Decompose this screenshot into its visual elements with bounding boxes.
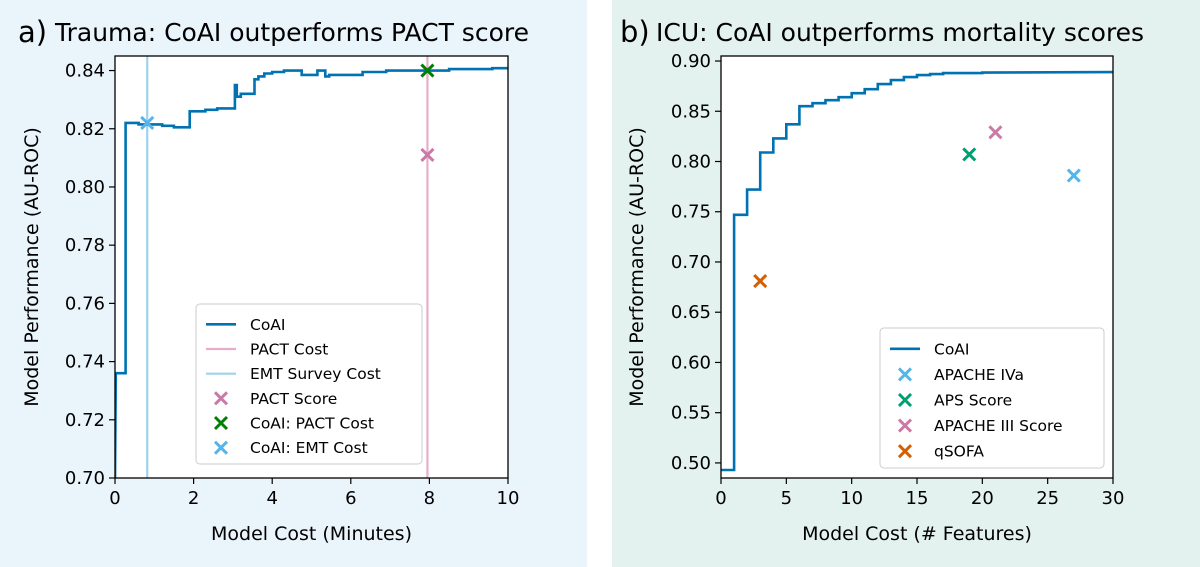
x-tick-label: 8 xyxy=(424,488,435,509)
chart-title: ICU: CoAI outperforms mortality scores xyxy=(656,18,1144,47)
legend-swatch-pact-score xyxy=(213,391,229,406)
legend: CoAI APACHE IVa APS Score APACHE III Score q… xyxy=(879,327,1105,469)
legend-swatch-apache-iva xyxy=(897,367,913,382)
legend-entry-label: qSOFA xyxy=(934,443,984,461)
y-tick-label: 0.72 xyxy=(65,410,105,431)
legend-swatch-apache-iii-score xyxy=(897,418,913,433)
x-tick-label: 15 xyxy=(906,488,929,509)
panel-letter: a) xyxy=(18,15,47,49)
y-axis-label: Model Performance (AU-ROC) xyxy=(626,127,648,407)
apache-iii-score-marker xyxy=(988,125,1003,140)
legend-entry-label: CoAI: EMT Cost xyxy=(250,439,368,457)
legend-entry-label: APACHE III Score xyxy=(934,417,1063,435)
coai-pact-cost-marker xyxy=(420,63,435,78)
y-tick-label: 0.76 xyxy=(65,293,105,314)
y-tick-label: 0.70 xyxy=(65,468,105,489)
coai-step-line xyxy=(115,66,508,478)
x-tick-label: 0 xyxy=(715,488,726,509)
legend-swatch-coai-emt-cost xyxy=(213,440,229,455)
coai-step-line xyxy=(721,70,1113,472)
axes-frame xyxy=(114,55,509,479)
legend: CoAI PACT Cost EMT Survey Cost PACT Score Co… xyxy=(195,303,423,465)
chart-panel-b: b) ICU: CoAI outperforms mortality scores… xyxy=(620,15,1144,545)
y-tick-label: 0.80 xyxy=(65,177,105,198)
legend-swatch-coai-pact-cost xyxy=(213,415,229,431)
chart-title: Trauma: CoAI outperforms PACT score xyxy=(54,18,529,47)
pact-score-marker xyxy=(420,147,435,163)
x-tick-label: 2 xyxy=(188,488,199,509)
y-tick-label: 0.74 xyxy=(65,352,105,373)
legend-entry-label: CoAI xyxy=(250,316,285,334)
coai-emt-cost-marker xyxy=(140,115,155,130)
chart-panel-a: a) Trauma: CoAI outperforms PACT score 0 2 4… xyxy=(18,15,529,545)
qsofa-marker xyxy=(753,274,768,289)
panel-letter: b) xyxy=(620,15,650,49)
legend-entry-label: EMT Survey Cost xyxy=(250,365,381,383)
y-axis-label: Model Performance (AU-ROC) xyxy=(21,127,43,407)
series-layer xyxy=(115,56,508,478)
series-layer xyxy=(721,70,1113,472)
legend-entry-label: APS Score xyxy=(934,392,1012,410)
y-tick-label: 0.85 xyxy=(671,101,711,122)
legend-box xyxy=(879,327,1105,469)
y-tick-label: 0.65 xyxy=(671,302,711,323)
legend-entry-label: PACT Score xyxy=(250,390,337,408)
y-tick-label: 0.70 xyxy=(671,252,711,273)
y-tick-label: 0.90 xyxy=(671,51,711,72)
y-tick-label: 0.82 xyxy=(65,119,105,140)
x-axis-label: Model Cost (Minutes) xyxy=(211,523,412,545)
legend-entry-label: PACT Cost xyxy=(250,341,328,359)
y-tick-label: 0.60 xyxy=(671,352,711,373)
x-axis-label: Model Cost (# Features) xyxy=(802,523,1032,545)
x-tick-label: 30 xyxy=(1102,488,1125,509)
x-tick-label: 4 xyxy=(266,488,277,509)
x-tick-label: 6 xyxy=(345,488,356,509)
legend-swatch-aps-score xyxy=(897,392,913,408)
y-tick-label: 0.80 xyxy=(671,152,711,173)
y-tick-label: 0.50 xyxy=(671,453,711,474)
apache-iva-marker xyxy=(1066,168,1081,183)
legend-entry-label: CoAI xyxy=(934,340,969,358)
legend-entry-label: APACHE IVa xyxy=(934,366,1024,384)
y-tick-label: 0.55 xyxy=(671,403,711,424)
y-tick-label: 0.75 xyxy=(671,202,711,223)
x-tick-label: 20 xyxy=(971,488,994,509)
y-tick-label: 0.84 xyxy=(65,61,105,82)
x-tick-label: 0 xyxy=(109,488,120,509)
x-tick-label: 10 xyxy=(497,488,520,509)
x-tick-label: 10 xyxy=(840,488,863,509)
legend-swatch-qsofa xyxy=(897,444,913,459)
y-tick-label: 0.78 xyxy=(65,235,105,256)
x-tick-label: 25 xyxy=(1036,488,1059,509)
legend-box xyxy=(195,303,423,465)
legend-entry-label: CoAI: PACT Cost xyxy=(250,415,374,433)
aps-score-marker xyxy=(962,147,977,162)
x-tick-label: 5 xyxy=(781,488,792,509)
